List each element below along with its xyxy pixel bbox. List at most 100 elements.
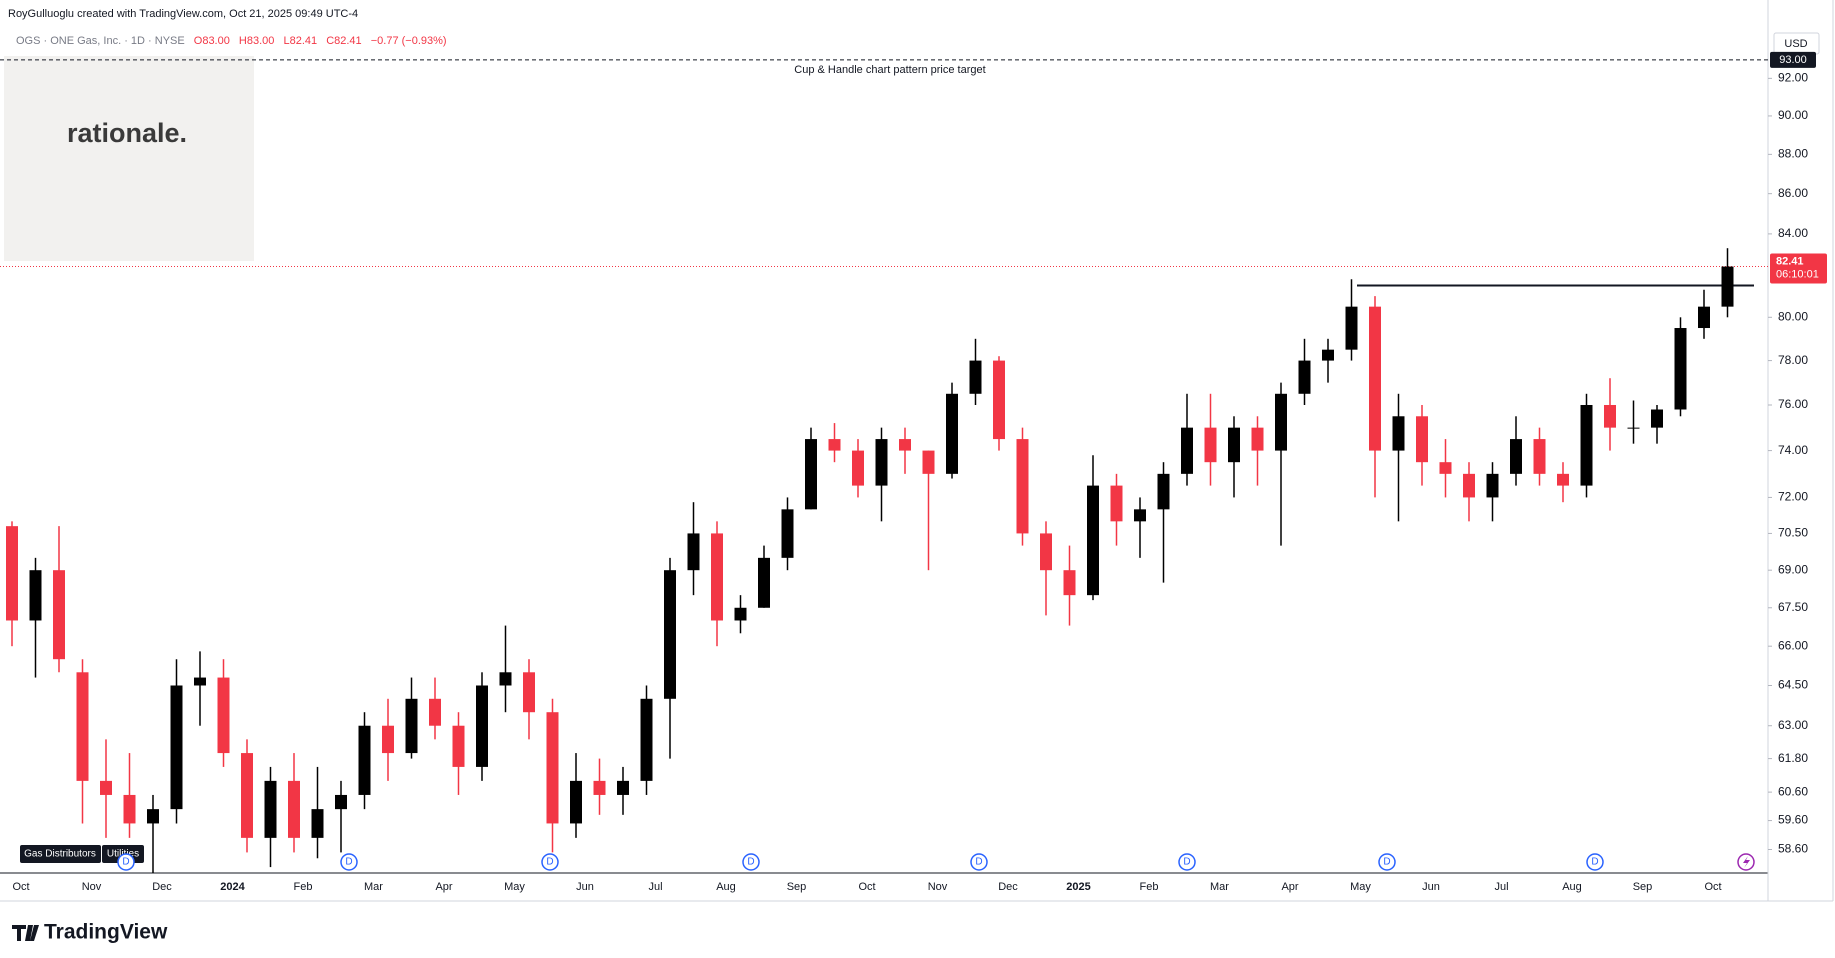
candle-body (1439, 462, 1452, 474)
candle-body (899, 439, 911, 451)
watermark-box (4, 56, 254, 261)
event-label[interactable]: D (975, 857, 982, 868)
candle-body (170, 685, 183, 810)
brand-logo (12, 925, 39, 941)
event-label[interactable]: D (345, 857, 352, 868)
y-tick-label: 64.50 (1778, 678, 1808, 692)
x-tick-label: Sep (1633, 881, 1653, 893)
candle-body (640, 698, 653, 781)
candle-body (852, 450, 864, 486)
x-tick-label: 2025 (1066, 881, 1090, 893)
earnings-icon (1743, 856, 1750, 868)
candle-body (969, 360, 982, 394)
candle-body (76, 672, 89, 781)
candle-body (1016, 439, 1029, 534)
event-marker[interactable] (117, 853, 135, 871)
y-tick-label: 86.00 (1778, 186, 1808, 200)
event-label[interactable]: D (1383, 857, 1390, 868)
candle-body (1651, 409, 1663, 428)
x-tick-label: Aug (1562, 881, 1582, 893)
candle-body (499, 672, 512, 686)
y-tick-label: 66.00 (1778, 638, 1808, 652)
event-marker[interactable] (1178, 853, 1196, 871)
event-marker[interactable] (541, 853, 559, 871)
candle-body (1275, 393, 1287, 451)
candle-body (1392, 416, 1405, 451)
x-tick-label: Apr (1281, 881, 1298, 893)
candle-body (1604, 404, 1616, 428)
event-label[interactable]: D (546, 857, 553, 868)
candle-body (617, 780, 629, 795)
x-tick-label: Feb (294, 881, 313, 893)
x-tick-label: Jul (1494, 881, 1508, 893)
candle-body (1721, 266, 1734, 307)
candle-body (805, 439, 817, 510)
candle-body (1322, 349, 1334, 361)
x-tick-label: May (1350, 881, 1371, 893)
y-tick-label: 70.50 (1778, 526, 1808, 540)
candle-body (311, 809, 324, 838)
candle-body (429, 698, 441, 726)
candle-body (358, 725, 371, 795)
candle-body (1510, 439, 1522, 474)
y-tick-label: 84.00 (1778, 226, 1808, 240)
candle-body (1698, 306, 1710, 329)
candle-body (758, 557, 770, 608)
event-marker[interactable] (970, 853, 988, 871)
candle-body (100, 780, 112, 795)
low-value: L82.41 (283, 35, 317, 47)
event-marker[interactable] (1378, 853, 1396, 871)
candle-body (828, 439, 841, 451)
candle-body (1087, 485, 1099, 596)
event-marker[interactable] (1586, 853, 1604, 871)
y-tick-label: 58.60 (1778, 842, 1808, 856)
target-label: 93.00 (1779, 54, 1807, 66)
overlay: Gas Distributors Utilities D D D D D D D… (20, 845, 1755, 871)
candle-body (664, 570, 676, 699)
target-label-box (1770, 51, 1816, 68)
x-tick-label: Sep (787, 881, 807, 893)
candle-body (875, 439, 888, 486)
candle-body (6, 526, 18, 621)
candle-body (335, 794, 347, 810)
y-tick-label: 63.00 (1778, 718, 1808, 732)
x-tick-label: Oct (1704, 881, 1721, 893)
currency[interactable]: USD (1784, 38, 1807, 50)
x-tick-label: Mar (1210, 881, 1229, 893)
event-label[interactable]: D (1183, 857, 1190, 868)
tag-box[interactable] (20, 845, 101, 863)
candle-body (922, 450, 935, 474)
event-label[interactable]: D (747, 857, 754, 868)
event-marker[interactable] (340, 853, 358, 871)
y-tick-label: 92.00 (1778, 71, 1808, 85)
credit: RoyGulluoglu created with TradingView.co… (8, 8, 358, 20)
candle-body (53, 570, 65, 660)
candle-body (264, 780, 277, 838)
candle-body (734, 607, 747, 621)
event-label[interactable]: D (122, 857, 129, 868)
candle-body (1463, 473, 1475, 498)
candle-body (29, 570, 42, 621)
y-tick-label: 78.00 (1778, 353, 1808, 367)
candle-body (523, 672, 535, 713)
candle-body (946, 393, 958, 474)
y-tick-label: 69.00 (1778, 562, 1808, 576)
candle-body (993, 360, 1005, 440)
y-tick-label: 90.00 (1778, 108, 1808, 122)
event-marker[interactable] (742, 853, 760, 871)
countdown: 06:10:01 (1776, 268, 1819, 280)
x-tick-label: Nov (928, 881, 948, 893)
candle-body (476, 685, 488, 767)
y-tick-label: 61.80 (1778, 751, 1808, 765)
candle-body (1204, 427, 1217, 463)
x-tick-label: Nov (82, 881, 102, 893)
x-tick-label: Aug (716, 881, 736, 893)
candle-body (1298, 360, 1311, 394)
candle-body (1110, 485, 1123, 522)
candle-body (288, 780, 300, 838)
tag[interactable]: Gas Distributors (24, 849, 96, 860)
event-label[interactable]: D (1591, 857, 1598, 868)
candle-body (570, 780, 582, 824)
x-tick-label: Jun (1422, 881, 1440, 893)
candle-body (593, 780, 606, 795)
